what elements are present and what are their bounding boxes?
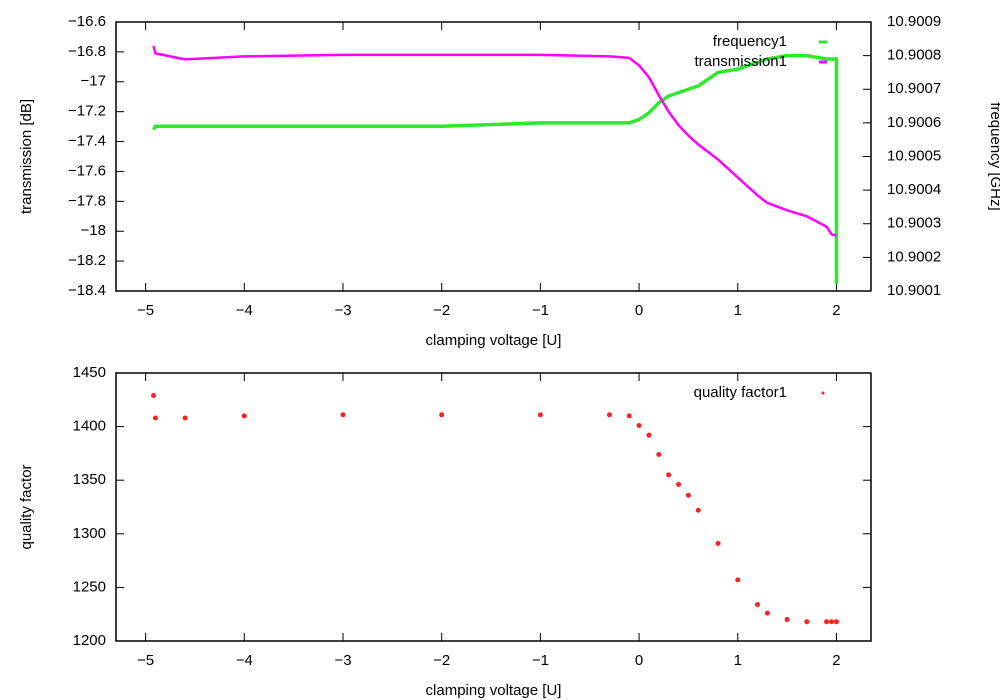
x-tick-label: −5 [137, 652, 154, 669]
x-tick-label: −2 [433, 302, 450, 319]
series-line [151, 53, 839, 285]
point [685, 492, 691, 498]
x-tick-label: −1 [532, 652, 549, 669]
x-tick-label: 2 [832, 302, 840, 319]
x-axis-label: clamping voltage [U] [426, 682, 562, 699]
point [656, 451, 662, 457]
y2-tick-label: 10.9006 [887, 114, 941, 131]
x-tick-label: −1 [532, 302, 549, 319]
point [784, 617, 790, 623]
point [439, 412, 445, 418]
y2-tick-label: 10.9008 [887, 47, 941, 64]
point [666, 472, 672, 478]
x-tick-label: −2 [433, 652, 450, 669]
y2-tick-label: 10.9009 [887, 13, 941, 30]
point [537, 412, 543, 418]
x-tick-label: 0 [635, 652, 643, 669]
x-tick-label: −5 [137, 302, 154, 319]
point [829, 619, 835, 625]
x-tick-label: 0 [635, 302, 643, 319]
x-tick-label: 1 [734, 302, 742, 319]
legend-label: quality factor1 [694, 384, 787, 401]
point [646, 432, 652, 438]
point [152, 415, 158, 421]
y-tick-label: 1300 [73, 525, 106, 542]
legend-label: frequency1 [713, 33, 787, 50]
y-tick-label: −16.6 [68, 13, 106, 30]
point [715, 540, 721, 546]
point [676, 481, 682, 487]
y2-tick-label: 10.9005 [887, 147, 941, 164]
point [804, 619, 810, 625]
point [626, 413, 632, 419]
y-tick-label: 1250 [73, 578, 106, 595]
x-tick-label: −4 [236, 652, 253, 669]
point [833, 619, 839, 625]
y-tick-label: −18.4 [68, 282, 106, 299]
y-tick-label: −17.4 [68, 133, 106, 150]
y-tick-label: 1200 [73, 632, 106, 649]
y2-tick-label: 10.9003 [887, 215, 941, 232]
x-tick-label: −4 [236, 302, 253, 319]
point [755, 602, 761, 608]
y-tick-label: −18 [81, 222, 106, 239]
point [606, 412, 612, 418]
point [695, 507, 701, 513]
y2-axis-label: frequency [GHz] [987, 102, 1000, 210]
y-axis-label: quality factor [18, 464, 35, 549]
point [340, 412, 346, 418]
y-tick-label: −17.6 [68, 162, 106, 179]
plot-frame [115, 372, 872, 642]
y-tick-label: −17.8 [68, 192, 106, 209]
point [182, 415, 188, 421]
legend-swatch [821, 391, 825, 395]
x-tick-label: −3 [334, 652, 351, 669]
point [241, 413, 247, 419]
x-axis-label: clamping voltage [U] [426, 332, 562, 349]
y2-tick-label: 10.9004 [887, 181, 941, 198]
y-tick-label: −16.8 [68, 43, 106, 60]
point [151, 393, 157, 399]
point [764, 610, 770, 616]
y2-tick-label: 10.9007 [887, 80, 941, 97]
point [824, 619, 830, 625]
y2-tick-label: 10.9001 [887, 282, 941, 299]
y-tick-label: −17.2 [68, 103, 106, 120]
y-tick-label: 1400 [73, 418, 106, 435]
point [735, 577, 741, 583]
x-tick-label: −3 [334, 302, 351, 319]
y-tick-label: 1450 [73, 364, 106, 381]
y-axis-label: transmission [dB] [18, 99, 35, 214]
legend-label: transmission1 [694, 53, 787, 70]
y-tick-label: 1350 [73, 471, 106, 488]
x-tick-label: 2 [832, 652, 840, 669]
y-tick-label: −17 [81, 73, 106, 90]
point [636, 423, 642, 429]
x-tick-label: 1 [734, 652, 742, 669]
y2-tick-label: 10.9002 [887, 248, 941, 265]
y-tick-label: −18.2 [68, 252, 106, 269]
series-line [152, 45, 837, 237]
